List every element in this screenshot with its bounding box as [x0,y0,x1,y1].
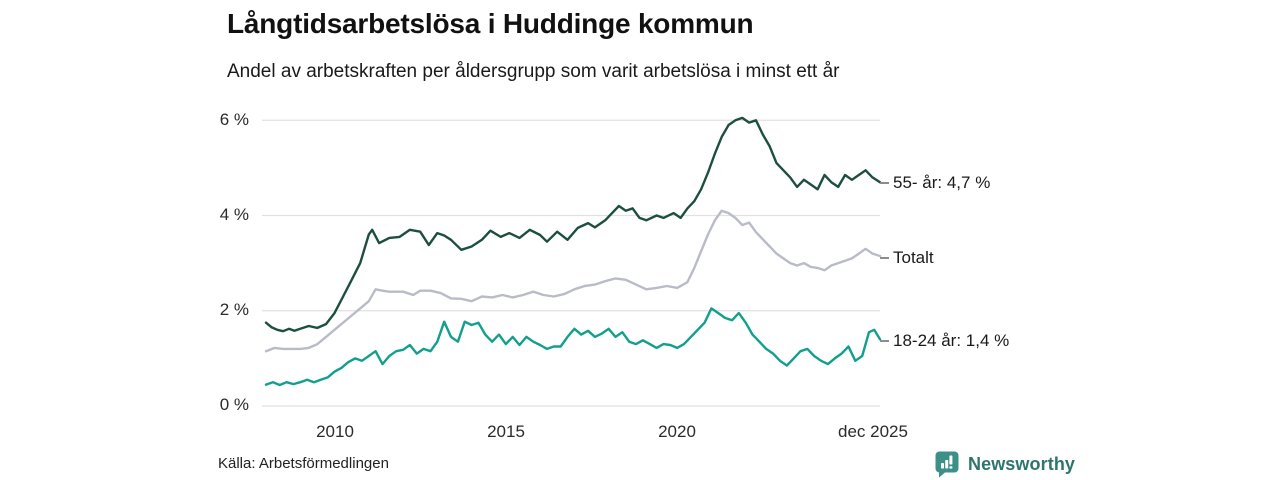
page-subtitle: Andel av arbetskraften per åldersgrupp s… [227,61,840,82]
leader-dash [880,182,889,184]
series-label-18-24-ar: 18-24 år: 1,4 % [880,330,1009,352]
page-title: Långtidsarbetslösa i Huddinge kommun [227,8,754,39]
y-axis-tick-0pct: 0 % [219,395,249,414]
brand-name: Newsworthy [968,453,1076,474]
x-axis-tick-dec-2025: dec 2025 [838,422,908,441]
y-axis-tick-6pct: 6 % [219,110,249,129]
series-label-55-ar: 55- år: 4,7 % [880,172,990,194]
source-note: Källa: Arbetsförmedlingen [218,455,389,472]
y-axis-tick-4pct: 4 % [219,205,249,224]
x-axis-tick-2010: 2010 [316,422,354,441]
leader-dash [880,340,889,342]
series-label-totalt: Totalt [880,247,934,269]
leader-dash [880,257,889,259]
x-axis-tick-2020: 2020 [658,422,696,441]
y-axis-tick-2pct: 2 % [219,300,249,319]
series-label-text: 55- år: 4,7 % [893,173,991,192]
brand-logo: Newsworthy [934,450,1075,478]
x-axis-tick-2015: 2015 [487,422,525,441]
newsworthy-icon [935,451,959,478]
series-label-text: 18-24 år: 1,4 % [893,331,1010,350]
series-label-text: Totalt [893,248,934,267]
